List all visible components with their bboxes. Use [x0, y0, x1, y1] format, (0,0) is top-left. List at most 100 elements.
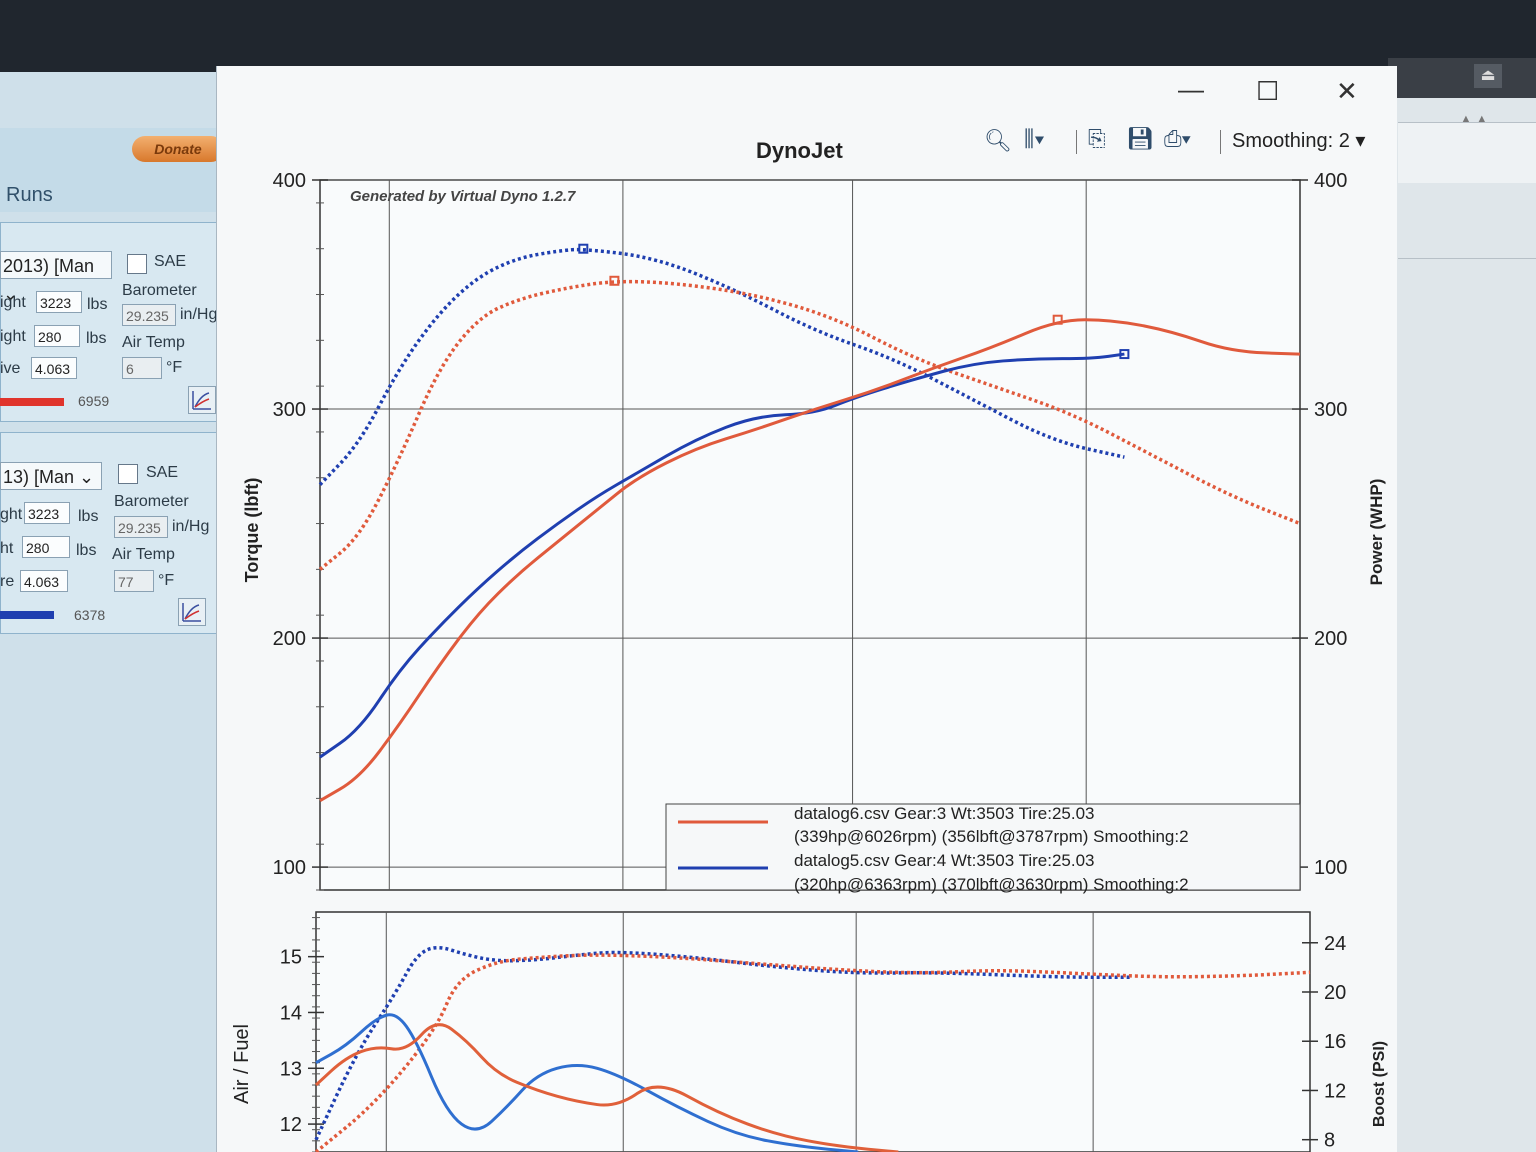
series-line-1: [318, 279, 1301, 571]
columns-icon[interactable]: ⫼▾: [1024, 126, 1045, 151]
run-1-weight-input[interactable]: 3223: [36, 291, 82, 313]
run-2-airtemp-unit: °F: [158, 572, 175, 589]
series-line-0: [318, 247, 1125, 486]
legend-datalog5-line2: (320hp@6363rpm) (370lbft@3630rpm) Smooth…: [794, 875, 1189, 894]
print-icon[interactable]: ⎙▾: [1164, 126, 1191, 151]
series-line-3: [319, 318, 1301, 802]
run-1-vehicle-select[interactable]: 2013) [Man ⌄: [0, 251, 112, 304]
runs-label: Runs: [6, 184, 53, 206]
run-2-barometer-unit: in/Hg: [172, 518, 210, 535]
peak-marker: [609, 275, 620, 286]
run-1-ratio-label: ive: [0, 360, 21, 377]
smoothing-dropdown[interactable]: Smoothing: 2 ▾: [1232, 130, 1366, 152]
run-1-barometer-input[interactable]: 29.235: [122, 304, 176, 326]
run-1-driver-unit: lbs: [86, 330, 107, 347]
run-1-driver-label: ight: [0, 328, 26, 345]
run-2-rpm-bar[interactable]: [0, 611, 54, 619]
save-icon[interactable]: 💾︎: [1126, 126, 1154, 151]
run-2-airtemp-input[interactable]: 77: [114, 570, 154, 592]
run-1-airtemp-label: Air Temp: [122, 334, 185, 351]
legend-datalog6-line2: (339hp@6026rpm) (356lbft@3787rpm) Smooth…: [794, 827, 1189, 846]
run-2-vehicle-select[interactable]: 13) [Man ⌄: [0, 462, 102, 490]
run-2-ratio-input[interactable]: 4.063: [20, 570, 68, 592]
y-tick-label: 300: [273, 399, 306, 421]
peak-marker: [1052, 314, 1063, 325]
run-1-graph-button[interactable]: [188, 386, 216, 414]
run-2-sae-label: SAE: [146, 464, 179, 481]
afr-plot-area: [315, 911, 1311, 1152]
run-1-driver-input[interactable]: 280: [34, 325, 80, 347]
y-tick-label: 14: [280, 1002, 302, 1024]
run-2-barometer-label: Barometer: [114, 493, 189, 510]
series-line-2: [319, 352, 1125, 759]
run-1-sae-label: SAE: [154, 253, 187, 270]
legend-datalog6-line1: datalog6.csv Gear:3 Wt:3503 Tire:25.03: [794, 804, 1095, 823]
toolbar-separator: [1220, 130, 1221, 154]
series-line-3: [314, 1023, 899, 1152]
graph-icon: [192, 391, 211, 410]
y-tick-label: 12: [280, 1114, 302, 1136]
run-2-rpm-value: 6378: [74, 607, 106, 623]
run-2-driver-label: ht: [0, 540, 14, 557]
run-2-weight-input[interactable]: 3223: [24, 502, 70, 524]
y2-tick-label: 12: [1324, 1080, 1346, 1102]
copy-icon[interactable]: ⎘: [1088, 126, 1106, 151]
y2-tick-label: 300: [1314, 399, 1347, 421]
background-window-titlebar: [1388, 58, 1536, 98]
chart-watermark: Generated by Virtual Dyno 1.2.7: [350, 188, 576, 205]
y2-tick-label: 200: [1314, 628, 1347, 650]
graph-icon: [182, 603, 201, 622]
run-2-weight-label: ght: [0, 506, 23, 523]
background-window-divider: [1398, 258, 1536, 259]
run-1-rpm-value: 6959: [78, 393, 110, 409]
torque-axis-label: Torque (lbft): [242, 478, 262, 583]
run-1-barometer-label: Barometer: [122, 282, 197, 299]
run-2-driver-input[interactable]: 280: [22, 536, 70, 558]
y-tick-label: 15: [280, 947, 302, 969]
boost-axis-label: Boost (PSI): [1371, 1041, 1388, 1127]
donate-button[interactable]: Donate: [132, 136, 224, 162]
series-line-2: [315, 1013, 859, 1152]
run-1-airtemp-input[interactable]: 6: [122, 357, 162, 379]
y-tick-label: 13: [280, 1058, 302, 1080]
y2-tick-label: 16: [1324, 1031, 1346, 1053]
background-window-strip: [1398, 122, 1536, 183]
afr-axis-label: Air / Fuel: [231, 1024, 253, 1104]
run-2-driver-unit: lbs: [76, 542, 97, 559]
minimize-button[interactable]: —: [1178, 74, 1204, 104]
plot-area: [319, 179, 1301, 891]
run-1-sae-checkbox[interactable]: [127, 254, 147, 274]
legend-box: [665, 803, 1301, 891]
close-button[interactable]: ✕: [1336, 76, 1358, 106]
run-2-airtemp-label: Air Temp: [112, 546, 175, 563]
toolbar-separator: [1076, 130, 1077, 154]
run-1-ratio-input[interactable]: 4.063: [31, 357, 77, 379]
run-2-ratio-label: re: [0, 573, 15, 590]
y2-tick-label: 20: [1324, 982, 1346, 1004]
peak-marker: [1119, 349, 1130, 360]
y2-tick-label: 8: [1324, 1130, 1335, 1152]
run-1-airtemp-unit: °F: [166, 359, 183, 376]
y2-tick-label: 100: [1314, 857, 1347, 879]
y2-tick-label: 24: [1324, 933, 1346, 955]
window-title: DynoJet: [756, 138, 843, 163]
y2-tick-label: 400: [1314, 170, 1347, 192]
run-2-barometer-input[interactable]: 29.235: [114, 516, 168, 538]
run-1-weight-unit: lbs: [87, 296, 108, 313]
maximize-button[interactable]: ☐: [1256, 76, 1280, 106]
y-tick-label: 100: [273, 857, 306, 879]
zoom-icon[interactable]: 🔍︎: [984, 128, 1012, 153]
y-tick-label: 400: [273, 170, 306, 192]
run-2-sae-checkbox[interactable]: [118, 464, 138, 484]
power-axis-label: Power (WHP): [1367, 479, 1386, 586]
user-icon[interactable]: ⏏: [1474, 64, 1502, 88]
background-window: ⏏ ▲▲: [1388, 58, 1536, 1152]
run-1-barometer-unit: in/Hg: [180, 306, 218, 323]
y-tick-label: 200: [273, 628, 306, 650]
run-1-rpm-bar[interactable]: [0, 398, 64, 406]
legend-datalog5-line1: datalog5.csv Gear:4 Wt:3503 Tire:25.03: [794, 851, 1095, 870]
run-2-weight-unit: lbs: [78, 508, 99, 525]
peak-marker: [578, 243, 589, 254]
run-2-graph-button[interactable]: [178, 598, 206, 626]
